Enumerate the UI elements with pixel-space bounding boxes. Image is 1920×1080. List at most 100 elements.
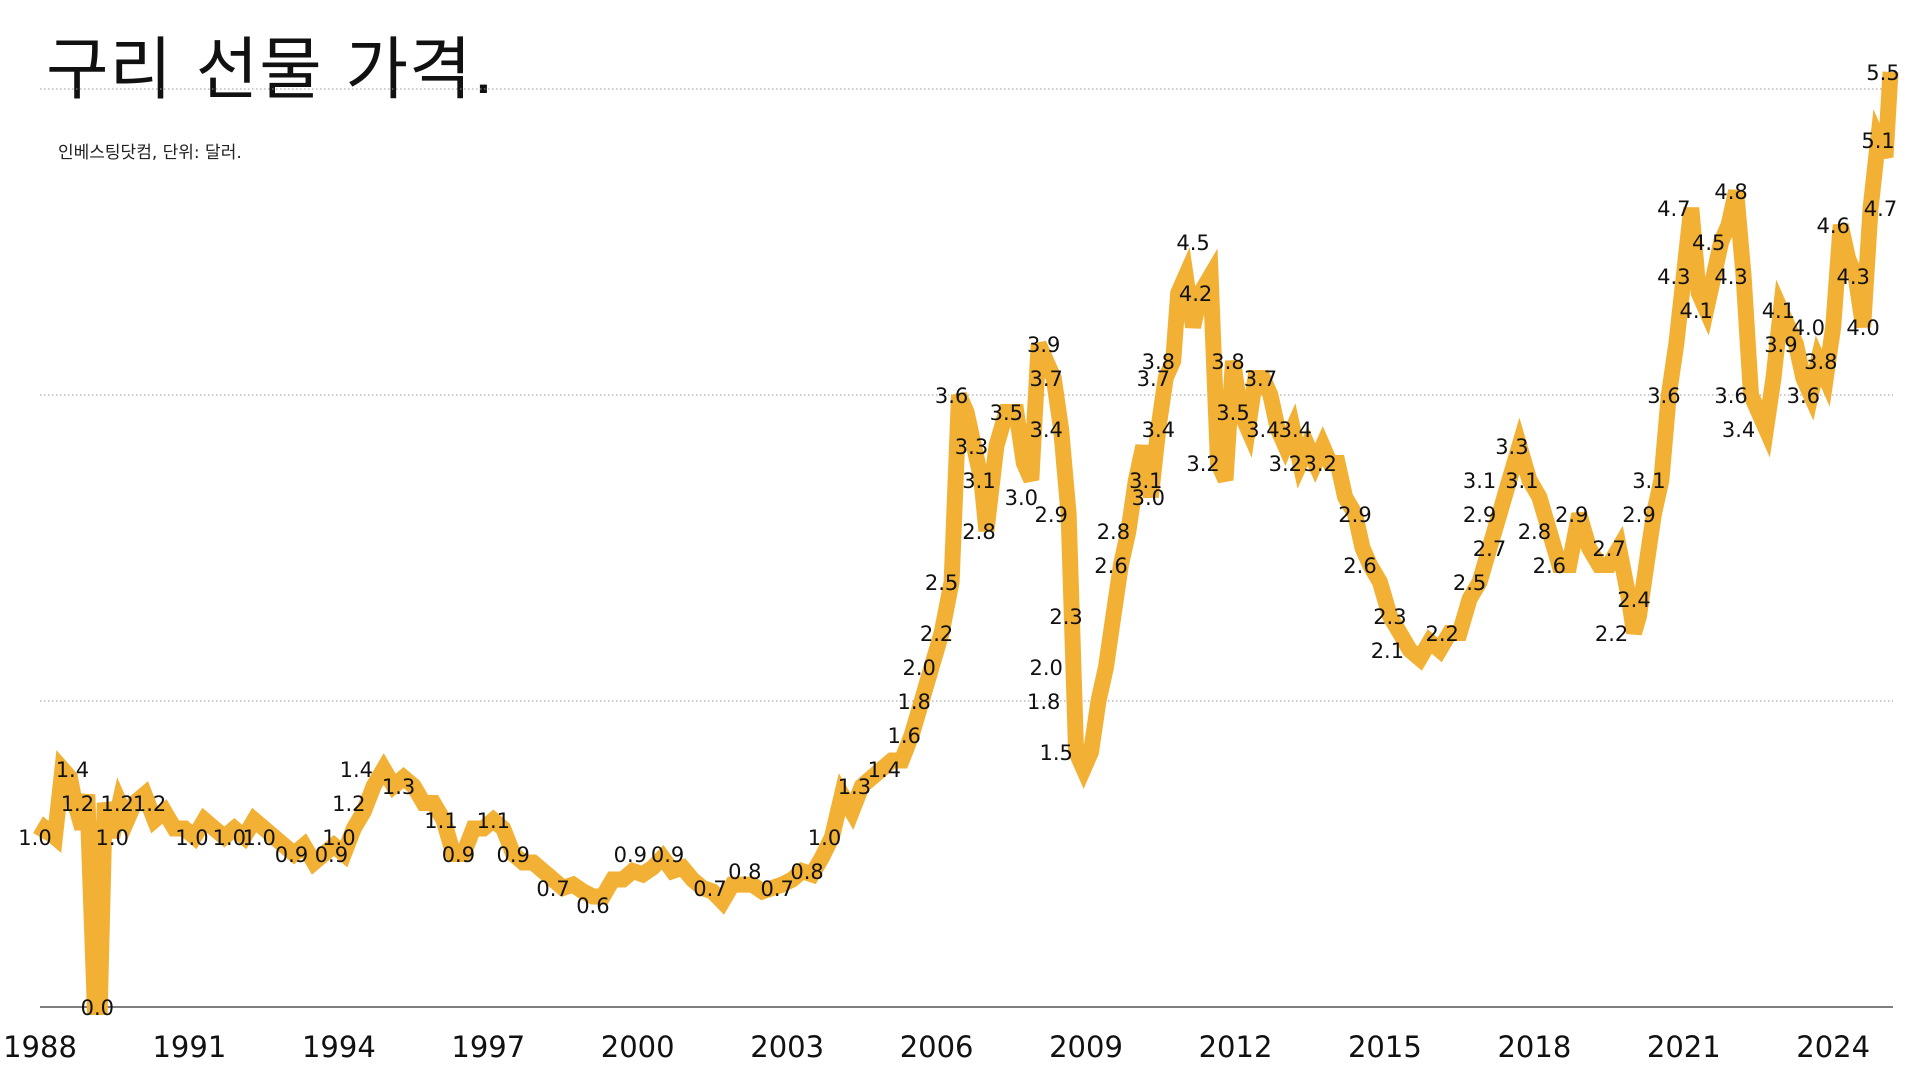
data-label: 3.8	[1142, 350, 1175, 374]
data-label: 2.3	[1373, 605, 1406, 629]
data-label: 4.6	[1816, 214, 1849, 238]
data-label: 3.4	[1246, 418, 1279, 442]
data-label: 3.0	[1132, 486, 1165, 510]
data-label: 2.3	[1049, 605, 1082, 629]
data-label: 4.3	[1657, 265, 1690, 289]
data-label: 2.2	[1425, 622, 1458, 646]
data-label: 1.1	[424, 809, 457, 833]
data-label: 4.3	[1714, 265, 1747, 289]
data-label: 2.6	[1343, 554, 1376, 578]
data-label: 3.3	[1495, 435, 1528, 459]
data-label: 1.6	[887, 724, 920, 748]
data-label: 2.9	[1338, 503, 1371, 527]
data-label: 0.0	[81, 996, 114, 1020]
data-label: 4.7	[1864, 197, 1897, 221]
chart-title: 구리 선물 가격.	[46, 31, 496, 110]
data-label: 1.0	[242, 826, 275, 850]
x-tick-label: 2015	[1348, 1030, 1422, 1064]
data-label: 2.7	[1592, 537, 1625, 561]
x-tick-label: 2024	[1796, 1030, 1870, 1064]
data-label: 3.8	[1804, 350, 1837, 374]
data-label: 3.9	[1764, 333, 1797, 357]
x-tick-label: 1997	[451, 1030, 525, 1064]
data-label: 2.8	[1097, 520, 1130, 544]
data-label: 1.5	[1039, 741, 1072, 765]
data-label: 1.4	[56, 758, 89, 782]
data-label: 4.8	[1714, 180, 1747, 204]
data-label: 4.1	[1762, 299, 1795, 323]
data-label: 3.2	[1303, 452, 1336, 476]
data-label: 1.8	[1027, 690, 1060, 714]
data-label: 3.0	[1005, 486, 1038, 510]
data-label: 2.0	[902, 656, 935, 680]
data-labels: 1.01.41.20.01.21.01.21.0 1.01.00.9 0.91.01…	[18, 61, 1899, 1020]
data-label: 3.1	[1632, 469, 1665, 493]
data-label: 2.8	[1518, 520, 1551, 544]
data-label: 2.9	[1622, 503, 1655, 527]
data-label: 1.2	[133, 792, 166, 816]
data-label: 5.5	[1866, 61, 1899, 85]
data-label: 2.5	[1453, 571, 1486, 595]
data-label: 2.9	[1463, 503, 1496, 527]
data-label: 3.1	[1129, 469, 1162, 493]
data-label: 0.9	[275, 843, 308, 867]
data-label: 3.6	[935, 384, 968, 408]
data-label: 0.9	[442, 843, 475, 867]
data-label: 2.2	[920, 622, 953, 646]
x-tick-label: 2018	[1497, 1030, 1571, 1064]
x-tick-label: 2009	[1049, 1030, 1123, 1064]
data-label: 3.1	[1505, 469, 1538, 493]
data-label: 1.0	[322, 826, 355, 850]
x-tick-labels: 1988 1991 1994 1997 2000 2003 2006 2009 2012 2015…	[3, 1030, 1870, 1064]
data-label: 4.7	[1657, 197, 1690, 221]
data-label: 5.1	[1861, 129, 1894, 153]
data-label: 4.0	[1846, 316, 1879, 340]
data-label: 1.0	[18, 826, 51, 850]
data-label: 0.8	[728, 860, 761, 884]
x-tick-label: 2021	[1647, 1030, 1721, 1064]
x-tick-label: 2003	[750, 1030, 824, 1064]
x-tick-label: 2000	[601, 1030, 675, 1064]
data-label: 3.2	[1269, 452, 1302, 476]
data-label: 2.5	[925, 571, 958, 595]
data-label: 3.2	[1186, 452, 1219, 476]
data-label: 0.7	[760, 877, 793, 901]
data-label: 1.0	[95, 826, 128, 850]
data-label: 3.1	[962, 469, 995, 493]
data-label: 3.7	[1137, 367, 1170, 391]
data-label: 3.7	[1244, 367, 1277, 391]
data-label: 3.6	[1714, 384, 1747, 408]
x-tick-label: 1994	[302, 1030, 376, 1064]
data-label: 0.6	[576, 894, 609, 918]
data-label: 3.4	[1722, 418, 1755, 442]
data-label: 1.0	[213, 826, 246, 850]
data-label: 4.3	[1836, 265, 1869, 289]
data-label: 1.0	[808, 826, 841, 850]
data-label: 2.7	[1473, 537, 1506, 561]
data-label: 1.3	[382, 775, 415, 799]
data-label: 3.5	[1216, 401, 1249, 425]
data-label: 2.9	[1034, 503, 1067, 527]
data-label: 0.9	[614, 843, 647, 867]
data-label: 3.6	[1787, 384, 1820, 408]
data-label: 1.4	[340, 758, 373, 782]
data-label: 0.7	[693, 877, 726, 901]
data-label: 3.5	[990, 401, 1023, 425]
data-label: 3.4	[1029, 418, 1062, 442]
data-label: 3.7	[1029, 367, 1062, 391]
data-label: 0.9	[315, 843, 348, 867]
data-label: 1.4	[868, 758, 901, 782]
data-label: 2.4	[1617, 588, 1650, 612]
data-label: 1.0	[175, 826, 208, 850]
x-tick-label: 1988	[3, 1030, 77, 1064]
data-label: 3.9	[1027, 333, 1060, 357]
data-label: 1.8	[897, 690, 930, 714]
data-label: 2.6	[1094, 554, 1127, 578]
x-tick-label: 2006	[900, 1030, 974, 1064]
data-label: 2.8	[962, 520, 995, 544]
data-label: 4.2	[1179, 282, 1212, 306]
data-label: 0.7	[536, 877, 569, 901]
chart-subtitle: 인베스팅닷컴, 단위: 달러.	[58, 143, 242, 163]
data-label: 3.4	[1279, 418, 1312, 442]
